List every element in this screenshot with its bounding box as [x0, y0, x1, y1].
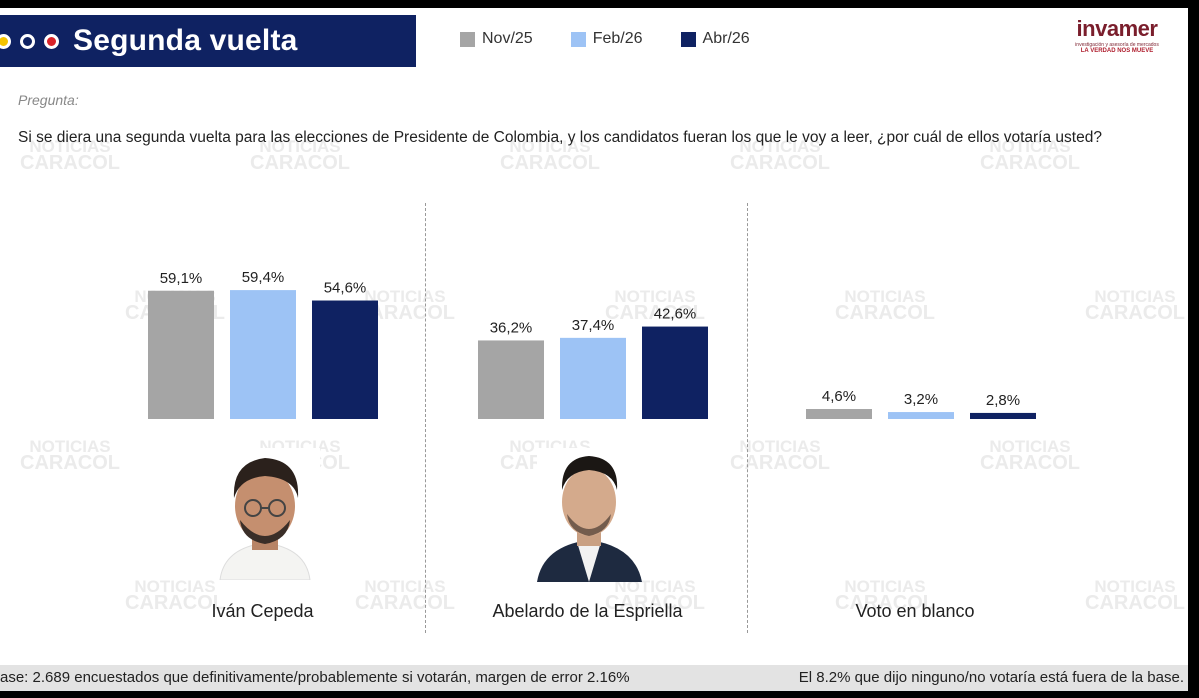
divider-1	[425, 203, 426, 633]
bar-1-0	[230, 290, 296, 419]
question-label: Pregunta:	[18, 92, 79, 108]
logo-sub: investigación y asesoría de mercados	[1075, 42, 1159, 48]
bar-2-0	[312, 300, 378, 419]
footer-base-note: ase: 2.689 encuestados que definitivamen…	[0, 669, 630, 686]
bar-0-0	[148, 290, 214, 419]
logo-name: invamer	[1076, 16, 1158, 41]
legend-item: Nov/25	[460, 30, 533, 48]
divider-2	[747, 203, 748, 633]
bar-value-label: 59,4%	[242, 269, 285, 286]
bar-value-label: 3,2%	[904, 391, 938, 408]
candidate-label-espriella: Abelardo de la Espriella	[492, 601, 683, 621]
logo-tagline: LA VERDAD NOS MUEVE	[1080, 48, 1154, 54]
bar-2-1	[642, 326, 708, 419]
question-text: Si se diera una segunda vuelta para las …	[18, 129, 1102, 146]
bar-0-1	[478, 340, 544, 419]
invamer-logo: invamer investigación y asesoría de merc…	[1062, 16, 1172, 54]
bar-value-label: 54,6%	[324, 280, 367, 297]
bar-1-1	[560, 337, 626, 419]
legend-label: Abr/26	[702, 30, 750, 47]
title-dots	[0, 33, 59, 49]
chart-legend: Nov/25 Feb/26 Abr/26	[460, 30, 750, 48]
yellow-dot-icon	[0, 33, 11, 49]
blue-dot-icon	[20, 33, 35, 49]
slide: NOTICIAS CARACOL NOTICIAS CARACOL NOTICIAS CA…	[0, 8, 1188, 691]
red-dot-icon	[44, 33, 59, 49]
bar-value-label: 59,1%	[160, 270, 203, 287]
bar-value-label: 2,8%	[986, 392, 1020, 409]
footer-exclusion-note: El 8.2% que dijo ninguno/no votaría está…	[798, 669, 1184, 686]
bar-2-2	[970, 412, 1036, 419]
candidate-label-blanco: Voto en blanco	[855, 601, 975, 621]
bar-value-label: 4,6%	[822, 388, 856, 405]
legend-label: Feb/26	[592, 30, 643, 47]
legend-item: Abr/26	[680, 30, 750, 48]
legend-item: Feb/26	[570, 30, 643, 48]
bar-0-2	[806, 409, 872, 419]
bar-value-label: 36,2%	[490, 319, 533, 336]
bar-value-label: 42,6%	[654, 306, 697, 323]
bar-value-label: 37,4%	[572, 317, 615, 334]
candidate-photo-cepeda	[210, 448, 320, 580]
candidate-photo-espriella	[537, 448, 642, 582]
legend-swatch	[680, 31, 696, 47]
page-title: Segunda vuelta	[73, 24, 298, 57]
bar-1-2	[888, 412, 954, 419]
title-bar: Segunda vuelta	[0, 15, 416, 67]
footer-bar: ase: 2.689 encuestados que definitivamen…	[0, 665, 1188, 691]
legend-swatch	[570, 31, 586, 47]
legend-label: Nov/25	[482, 30, 533, 47]
legend-swatch	[460, 31, 475, 47]
candidate-label-cepeda: Iván Cepeda	[211, 601, 314, 621]
bar-chart: 59,1% 36,2% 4,6% 59,4% 37,4% 3,2% 54,6% 42,6% 2,…	[148, 269, 1036, 419]
